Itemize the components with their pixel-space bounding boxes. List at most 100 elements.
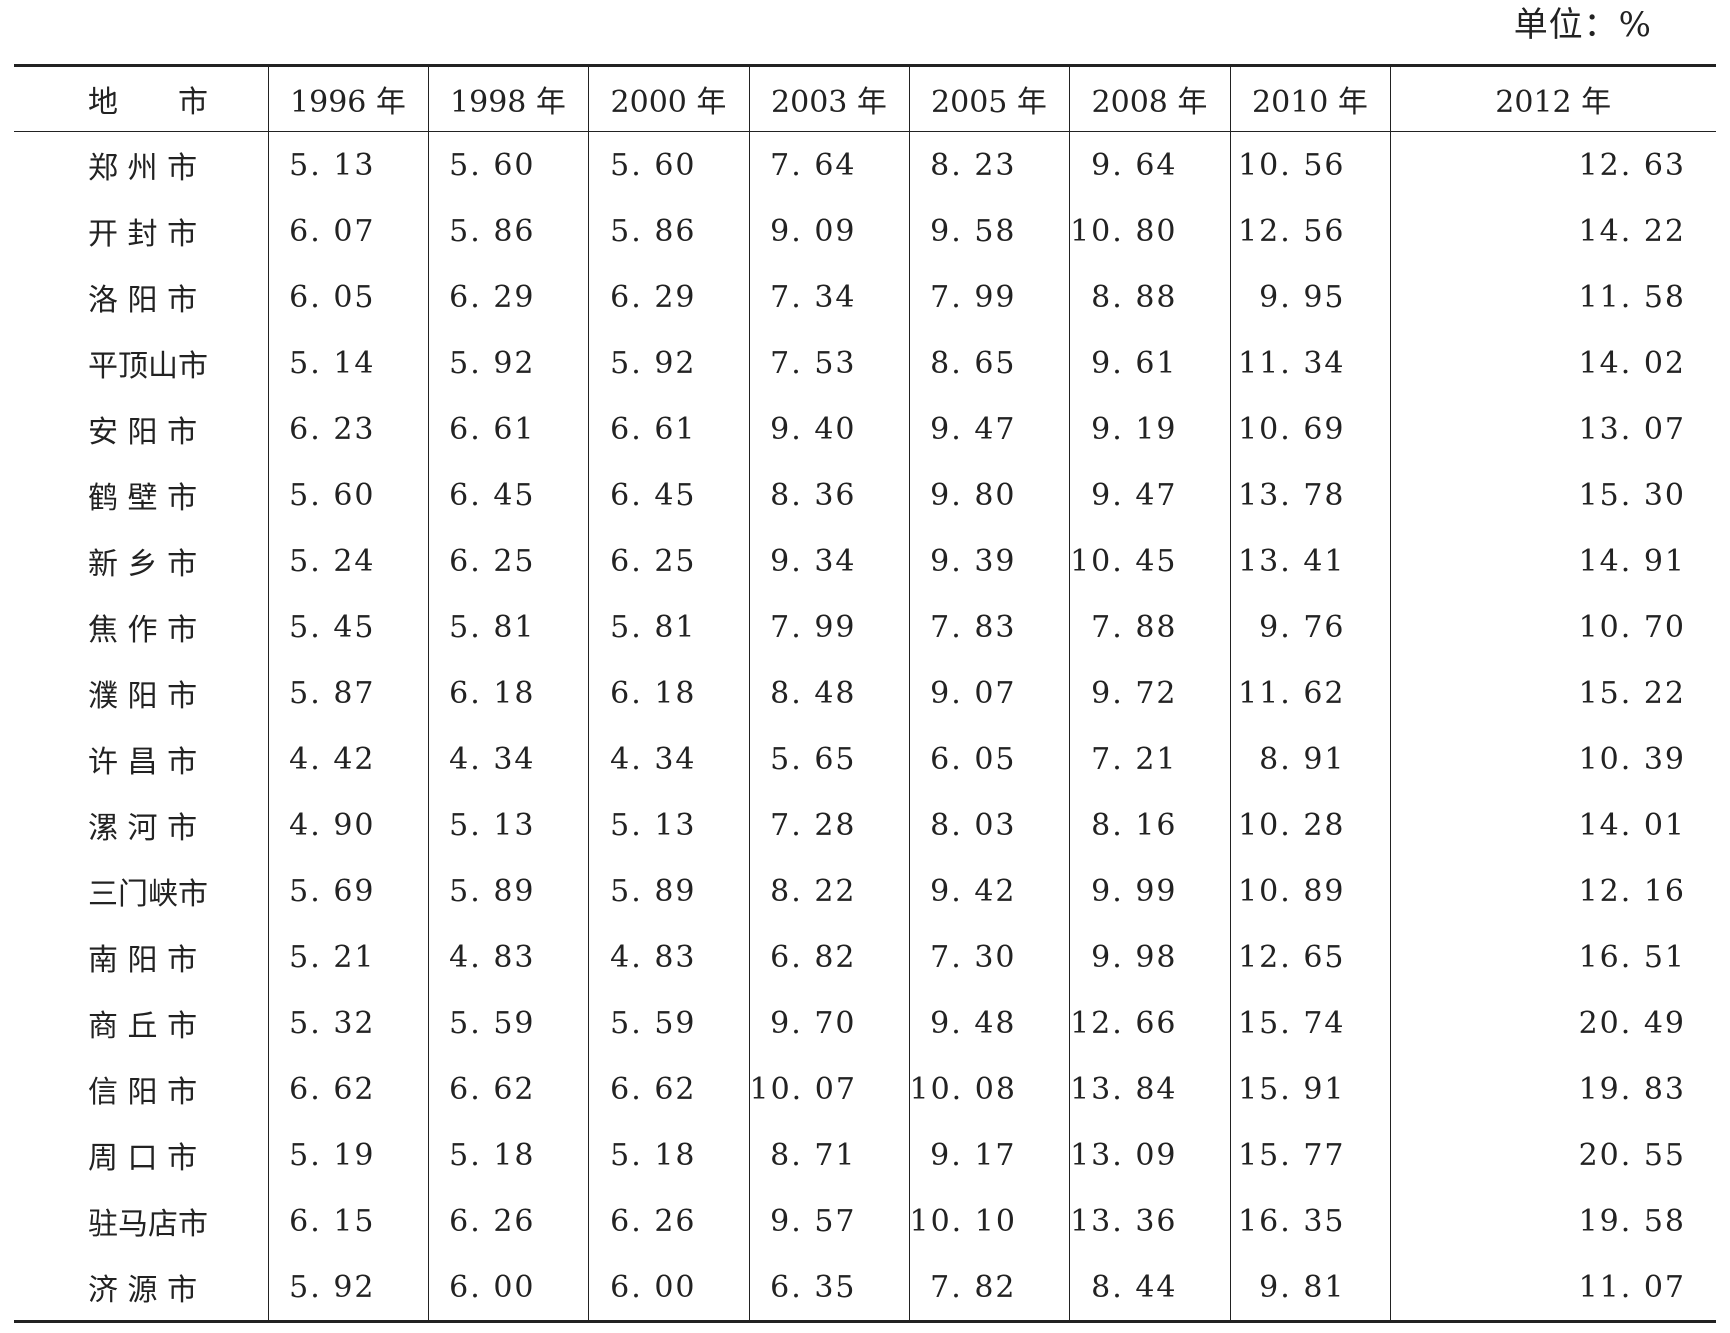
value-cell: 4. 83 [427, 924, 588, 990]
column-header-year: 1996 年 [267, 65, 428, 132]
value-cell: 11. 58 [1389, 264, 1716, 330]
table-row: 开 封 市 6. 07 5. 86 5. 86 9. 09 9. 58 10. 80 12. … [14, 198, 1716, 264]
value-cell: 15. 22 [1389, 660, 1716, 726]
value-cell: 4. 34 [587, 726, 749, 792]
value-cell: 7. 28 [748, 792, 909, 858]
table-body: 郑 州 市 5. 13 5. 60 5. 60 7. 64 8. 23 9. 64 10. 5… [14, 131, 1716, 1322]
value-cell: 15. 91 [1229, 1056, 1390, 1122]
value-cell: 6. 45 [587, 462, 749, 528]
column-header-year: 2012 年 [1389, 65, 1716, 132]
value-cell: 10. 08 [908, 1056, 1069, 1122]
value-cell: 5. 32 [267, 990, 428, 1056]
value-cell: 8. 65 [908, 330, 1069, 396]
value-cell: 5. 24 [267, 528, 428, 594]
value-cell: 7. 99 [908, 264, 1069, 330]
value-cell: 6. 61 [427, 396, 588, 462]
city-cell: 濮 阳 市 [88, 679, 198, 714]
value-cell: 5. 92 [427, 330, 588, 396]
value-cell: 20. 49 [1389, 990, 1716, 1056]
value-cell: 4. 90 [267, 792, 428, 858]
value-cell: 5. 92 [587, 330, 749, 396]
city-cell: 信 阳 市 [88, 1075, 198, 1110]
value-cell: 6. 25 [427, 528, 588, 594]
value-cell: 5. 14 [267, 330, 428, 396]
table-row: 三门峡市 5. 69 5. 89 5. 89 8. 22 9. 42 9. 99 10. 89… [14, 858, 1716, 924]
value-cell: 5. 60 [587, 131, 749, 198]
value-cell: 15. 74 [1229, 990, 1390, 1056]
value-cell: 4. 42 [267, 726, 428, 792]
value-cell: 11. 62 [1229, 660, 1390, 726]
city-cell: 洛 阳 市 [88, 283, 198, 318]
table-row: 鹤 壁 市 5. 60 6. 45 6. 45 8. 36 9. 80 9. 47 13. 7… [14, 462, 1716, 528]
value-cell: 5. 86 [587, 198, 749, 264]
value-cell: 4. 83 [587, 924, 749, 990]
value-cell: 5. 18 [427, 1122, 588, 1188]
value-cell: 6. 18 [427, 660, 588, 726]
table-row: 濮 阳 市 5. 87 6. 18 6. 18 8. 48 9. 07 9. 72 11. 6… [14, 660, 1716, 726]
value-cell: 9. 42 [908, 858, 1069, 924]
table-row: 平顶山市 5. 14 5. 92 5. 92 7. 53 8. 65 9. 61 11. 34… [14, 330, 1716, 396]
value-cell: 9. 61 [1068, 330, 1230, 396]
city-cell: 开 封 市 [88, 217, 198, 252]
value-cell: 5. 13 [587, 792, 749, 858]
data-table: 地 市 1996 年 1998 年 2000 年 2003 年 2005 年 2… [14, 64, 1716, 1323]
value-cell: 10. 69 [1229, 396, 1390, 462]
value-cell: 7. 88 [1068, 594, 1230, 660]
table-row: 周 口 市 5. 19 5. 18 5. 18 8. 71 9. 17 13. 09 15. … [14, 1122, 1716, 1188]
table-row: 新 乡 市 5. 24 6. 25 6. 25 9. 34 9. 39 10. 45 13. … [14, 528, 1716, 594]
value-cell: 13. 41 [1229, 528, 1390, 594]
value-cell: 10. 45 [1068, 528, 1230, 594]
table-row: 漯 河 市 4. 90 5. 13 5. 13 7. 28 8. 03 8. 16 10. 2… [14, 792, 1716, 858]
value-cell: 7. 83 [908, 594, 1069, 660]
value-cell: 6. 00 [587, 1254, 749, 1322]
value-cell: 14. 02 [1389, 330, 1716, 396]
city-cell: 漯 河 市 [88, 811, 198, 846]
value-cell: 5. 89 [427, 858, 588, 924]
header-row: 地 市 1996 年 1998 年 2000 年 2003 年 2005 年 2… [14, 65, 1716, 132]
value-cell: 6. 45 [427, 462, 588, 528]
value-cell: 8. 71 [748, 1122, 909, 1188]
value-cell: 10. 89 [1229, 858, 1390, 924]
value-cell: 6. 62 [267, 1056, 428, 1122]
table-row: 许 昌 市 4. 42 4. 34 4. 34 5. 65 6. 05 7. 21 8. 91… [14, 726, 1716, 792]
city-cell: 济 源 市 [88, 1273, 198, 1308]
table-row: 焦 作 市 5. 45 5. 81 5. 81 7. 99 7. 83 7. 88 9. 76… [14, 594, 1716, 660]
value-cell: 6. 26 [427, 1188, 588, 1254]
column-header-year: 2008 年 [1068, 65, 1230, 132]
value-cell: 14. 91 [1389, 528, 1716, 594]
value-cell: 6. 62 [427, 1056, 588, 1122]
value-cell: 13. 78 [1229, 462, 1390, 528]
value-cell: 9. 07 [908, 660, 1069, 726]
value-cell: 10. 70 [1389, 594, 1716, 660]
value-cell: 5. 18 [587, 1122, 749, 1188]
table-row: 洛 阳 市 6. 05 6. 29 6. 29 7. 34 7. 99 8. 88 9. 95… [14, 264, 1716, 330]
value-cell: 8. 91 [1229, 726, 1390, 792]
value-cell: 5. 45 [267, 594, 428, 660]
value-cell: 8. 44 [1068, 1254, 1230, 1322]
value-cell: 5. 65 [748, 726, 909, 792]
value-cell: 9. 95 [1229, 264, 1390, 330]
value-cell: 5. 13 [427, 792, 588, 858]
column-header-year: 2003 年 [748, 65, 909, 132]
value-cell: 5. 87 [267, 660, 428, 726]
value-cell: 9. 40 [748, 396, 909, 462]
value-cell: 6. 05 [267, 264, 428, 330]
value-cell: 7. 82 [908, 1254, 1069, 1322]
value-cell: 12. 56 [1229, 198, 1390, 264]
value-cell: 5. 21 [267, 924, 428, 990]
city-cell: 新 乡 市 [88, 547, 198, 582]
value-cell: 9. 39 [908, 528, 1069, 594]
value-cell: 5. 59 [427, 990, 588, 1056]
value-cell: 9. 99 [1068, 858, 1230, 924]
city-cell: 平顶山市 [88, 349, 208, 384]
value-cell: 6. 26 [587, 1188, 749, 1254]
city-cell: 焦 作 市 [88, 613, 198, 648]
value-cell: 5. 13 [267, 131, 428, 198]
value-cell: 6. 05 [908, 726, 1069, 792]
value-cell: 13. 84 [1068, 1056, 1230, 1122]
value-cell: 9. 76 [1229, 594, 1390, 660]
value-cell: 5. 81 [427, 594, 588, 660]
column-header-city: 地 市 [88, 85, 208, 120]
column-header-year: 1998 年 [427, 65, 588, 132]
value-cell: 9. 47 [1068, 462, 1230, 528]
